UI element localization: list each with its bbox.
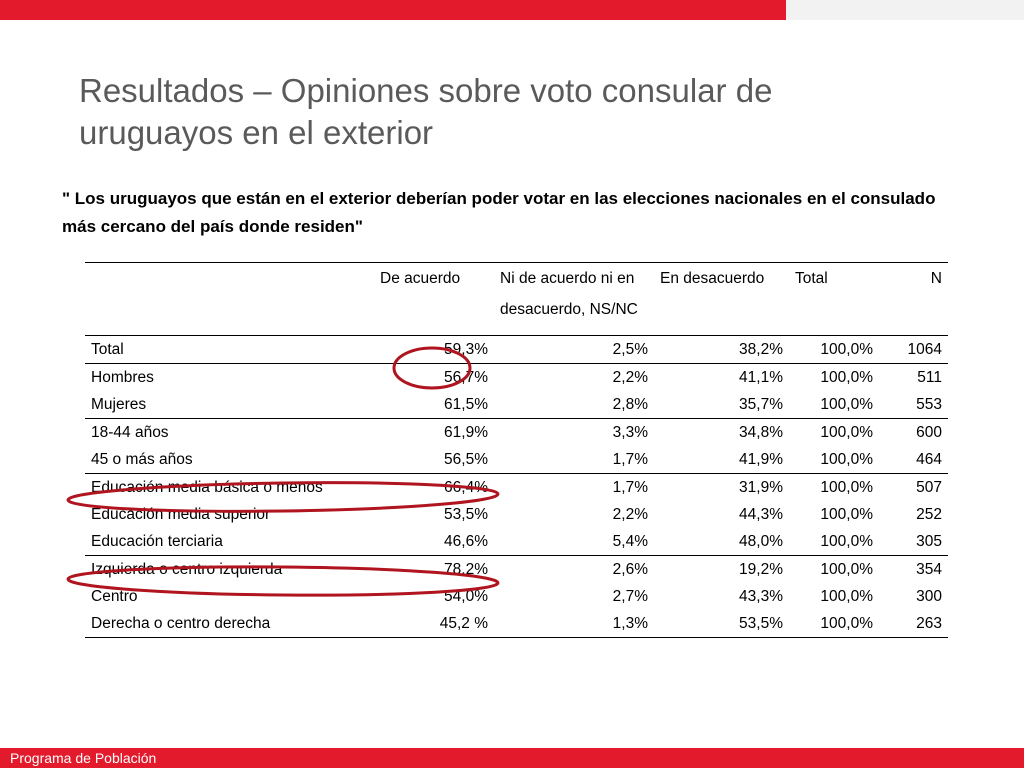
cell-ni-nsnc: 1,7%	[612, 450, 648, 468]
cell-en-desacuerdo: 41,1%	[654, 363, 789, 391]
cell-total: 100,0%	[820, 395, 873, 413]
cell-de-acuerdo: 61,5%	[444, 395, 488, 413]
cell-ni-nsnc: 3,3%	[494, 418, 654, 446]
table-row: Derecha o centro derecha 45,2 % 1,3% 53,…	[85, 610, 948, 638]
cell-total: 100,0%	[789, 610, 879, 638]
cell-de-acuerdo: 45,2 %	[374, 610, 494, 638]
cell-de-acuerdo: 46,6%	[444, 532, 488, 550]
cell-de-acuerdo: 61,9%	[374, 418, 494, 446]
row-label: Educación media básica o menos	[85, 473, 374, 501]
cell-n: 300	[916, 587, 942, 605]
cell-n: 553	[916, 395, 942, 413]
table-row: Mujeres 61,5% 2,8% 35,7% 100,0% 553	[85, 391, 948, 419]
table-header-row: De acuerdo Ni de acuerdo ni en desacuerd…	[85, 262, 948, 336]
cell-ni-nsnc: 5,4%	[612, 532, 648, 550]
top-accent-bar-light	[786, 0, 1024, 20]
row-label: Mujeres	[91, 395, 147, 413]
header-cell: De acuerdo	[374, 262, 494, 336]
slide-title: Resultados – Opiniones sobre voto consul…	[79, 72, 773, 151]
cell-en-desacuerdo: 43,3%	[739, 587, 783, 605]
row-label: Hombres	[85, 363, 374, 391]
footer-label: Programa de Población	[10, 750, 157, 766]
row-label: Izquierda o centro izquierda	[85, 555, 374, 583]
header-cell: En desacuerdo	[654, 262, 789, 336]
cell-en-desacuerdo: 31,9%	[654, 473, 789, 501]
cell-ni-nsnc: 2,8%	[612, 395, 648, 413]
cell-ni-nsnc: 2,6%	[494, 555, 654, 583]
results-table: De acuerdo Ni de acuerdo ni en desacuerd…	[85, 262, 948, 638]
cell-en-desacuerdo: 34,8%	[654, 418, 789, 446]
cell-en-desacuerdo: 19,2%	[654, 555, 789, 583]
row-label: Educación terciaria	[91, 532, 223, 550]
row-label: 45 o más años	[91, 450, 193, 468]
cell-de-acuerdo: 56,5%	[444, 450, 488, 468]
cell-n: 354	[879, 555, 948, 583]
table-row: Hombres 56,7% 2,2% 41,1% 100,0% 511	[85, 363, 948, 391]
cell-n: 252	[916, 505, 942, 523]
survey-question: " Los uruguayos que están en el exterior…	[62, 189, 936, 236]
row-label: Centro	[91, 587, 138, 605]
cell-total: 100,0%	[820, 505, 873, 523]
cell-total: 100,0%	[789, 363, 879, 391]
cell-n: 600	[879, 418, 948, 446]
cell-ni-nsnc: 2,5%	[612, 340, 648, 358]
cell-n: 507	[879, 473, 948, 501]
cell-n: 511	[879, 363, 948, 391]
cell-total: 100,0%	[789, 418, 879, 446]
cell-total: 100,0%	[789, 555, 879, 583]
row-label: Total	[91, 340, 124, 358]
cell-total: 100,0%	[820, 340, 873, 358]
row-label: Derecha o centro derecha	[85, 610, 374, 638]
cell-ni-nsnc: 1,3%	[494, 610, 654, 638]
cell-de-acuerdo: 56,7%	[374, 363, 494, 391]
table-row: Centro 54,0% 2,7% 43,3% 100,0% 300	[85, 583, 948, 610]
cell-de-acuerdo: 66,4%	[374, 473, 494, 501]
cell-ni-nsnc: 2,7%	[612, 587, 648, 605]
cell-total: 100,0%	[820, 587, 873, 605]
cell-n: 464	[916, 450, 942, 468]
table-row: Educación media superior 53,5% 2,2% 44,3…	[85, 501, 948, 528]
header-cell	[85, 262, 374, 336]
cell-ni-nsnc: 2,2%	[494, 363, 654, 391]
cell-n: 1064	[907, 340, 942, 358]
table-row: 45 o más años 56,5% 1,7% 41,9% 100,0% 46…	[85, 446, 948, 474]
header-cell: Ni de acuerdo ni en desacuerdo, NS/NC	[494, 262, 654, 336]
cell-de-acuerdo: 59,3%	[444, 340, 488, 358]
cell-n: 263	[879, 610, 948, 638]
cell-ni-nsnc: 1,7%	[494, 473, 654, 501]
row-label: Educación media superior	[91, 505, 271, 523]
cell-en-desacuerdo: 44,3%	[739, 505, 783, 523]
cell-en-desacuerdo: 38,2%	[739, 340, 783, 358]
table-row: Total 59,3% 2,5% 38,2% 100,0% 1064	[85, 336, 948, 364]
header-cell: N	[879, 262, 948, 336]
table-row: Educación terciaria 46,6% 5,4% 48,0% 100…	[85, 528, 948, 556]
header-cell: Total	[789, 262, 879, 336]
cell-total: 100,0%	[820, 450, 873, 468]
cell-en-desacuerdo: 41,9%	[739, 450, 783, 468]
cell-de-acuerdo: 78,2%	[374, 555, 494, 583]
top-accent-bar	[0, 0, 786, 20]
cell-en-desacuerdo: 53,5%	[654, 610, 789, 638]
table-row: Izquierda o centro izquierda 78,2% 2,6% …	[85, 555, 948, 583]
cell-ni-nsnc: 2,2%	[612, 505, 648, 523]
table-row: Educación media básica o menos 66,4% 1,7…	[85, 473, 948, 501]
cell-en-desacuerdo: 48,0%	[739, 532, 783, 550]
cell-n: 305	[916, 532, 942, 550]
table-row: 18-44 años 61,9% 3,3% 34,8% 100,0% 600	[85, 418, 948, 446]
cell-total: 100,0%	[789, 473, 879, 501]
footer-bar	[0, 748, 1024, 768]
cell-total: 100,0%	[820, 532, 873, 550]
row-label: 18-44 años	[85, 418, 374, 446]
cell-de-acuerdo: 54,0%	[444, 587, 488, 605]
cell-en-desacuerdo: 35,7%	[739, 395, 783, 413]
cell-de-acuerdo: 53,5%	[444, 505, 488, 523]
